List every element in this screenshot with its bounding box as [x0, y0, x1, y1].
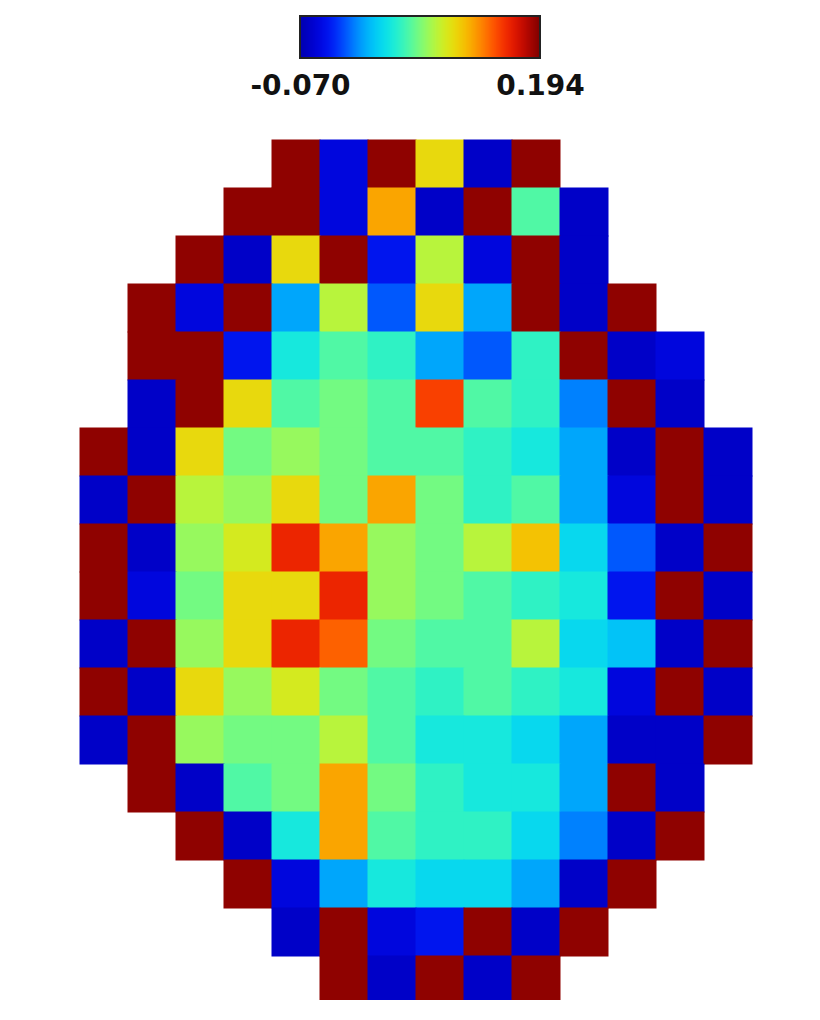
svg-text:-0.070: -0.070 — [250, 69, 350, 102]
svg-text:0.194: 0.194 — [496, 69, 585, 102]
